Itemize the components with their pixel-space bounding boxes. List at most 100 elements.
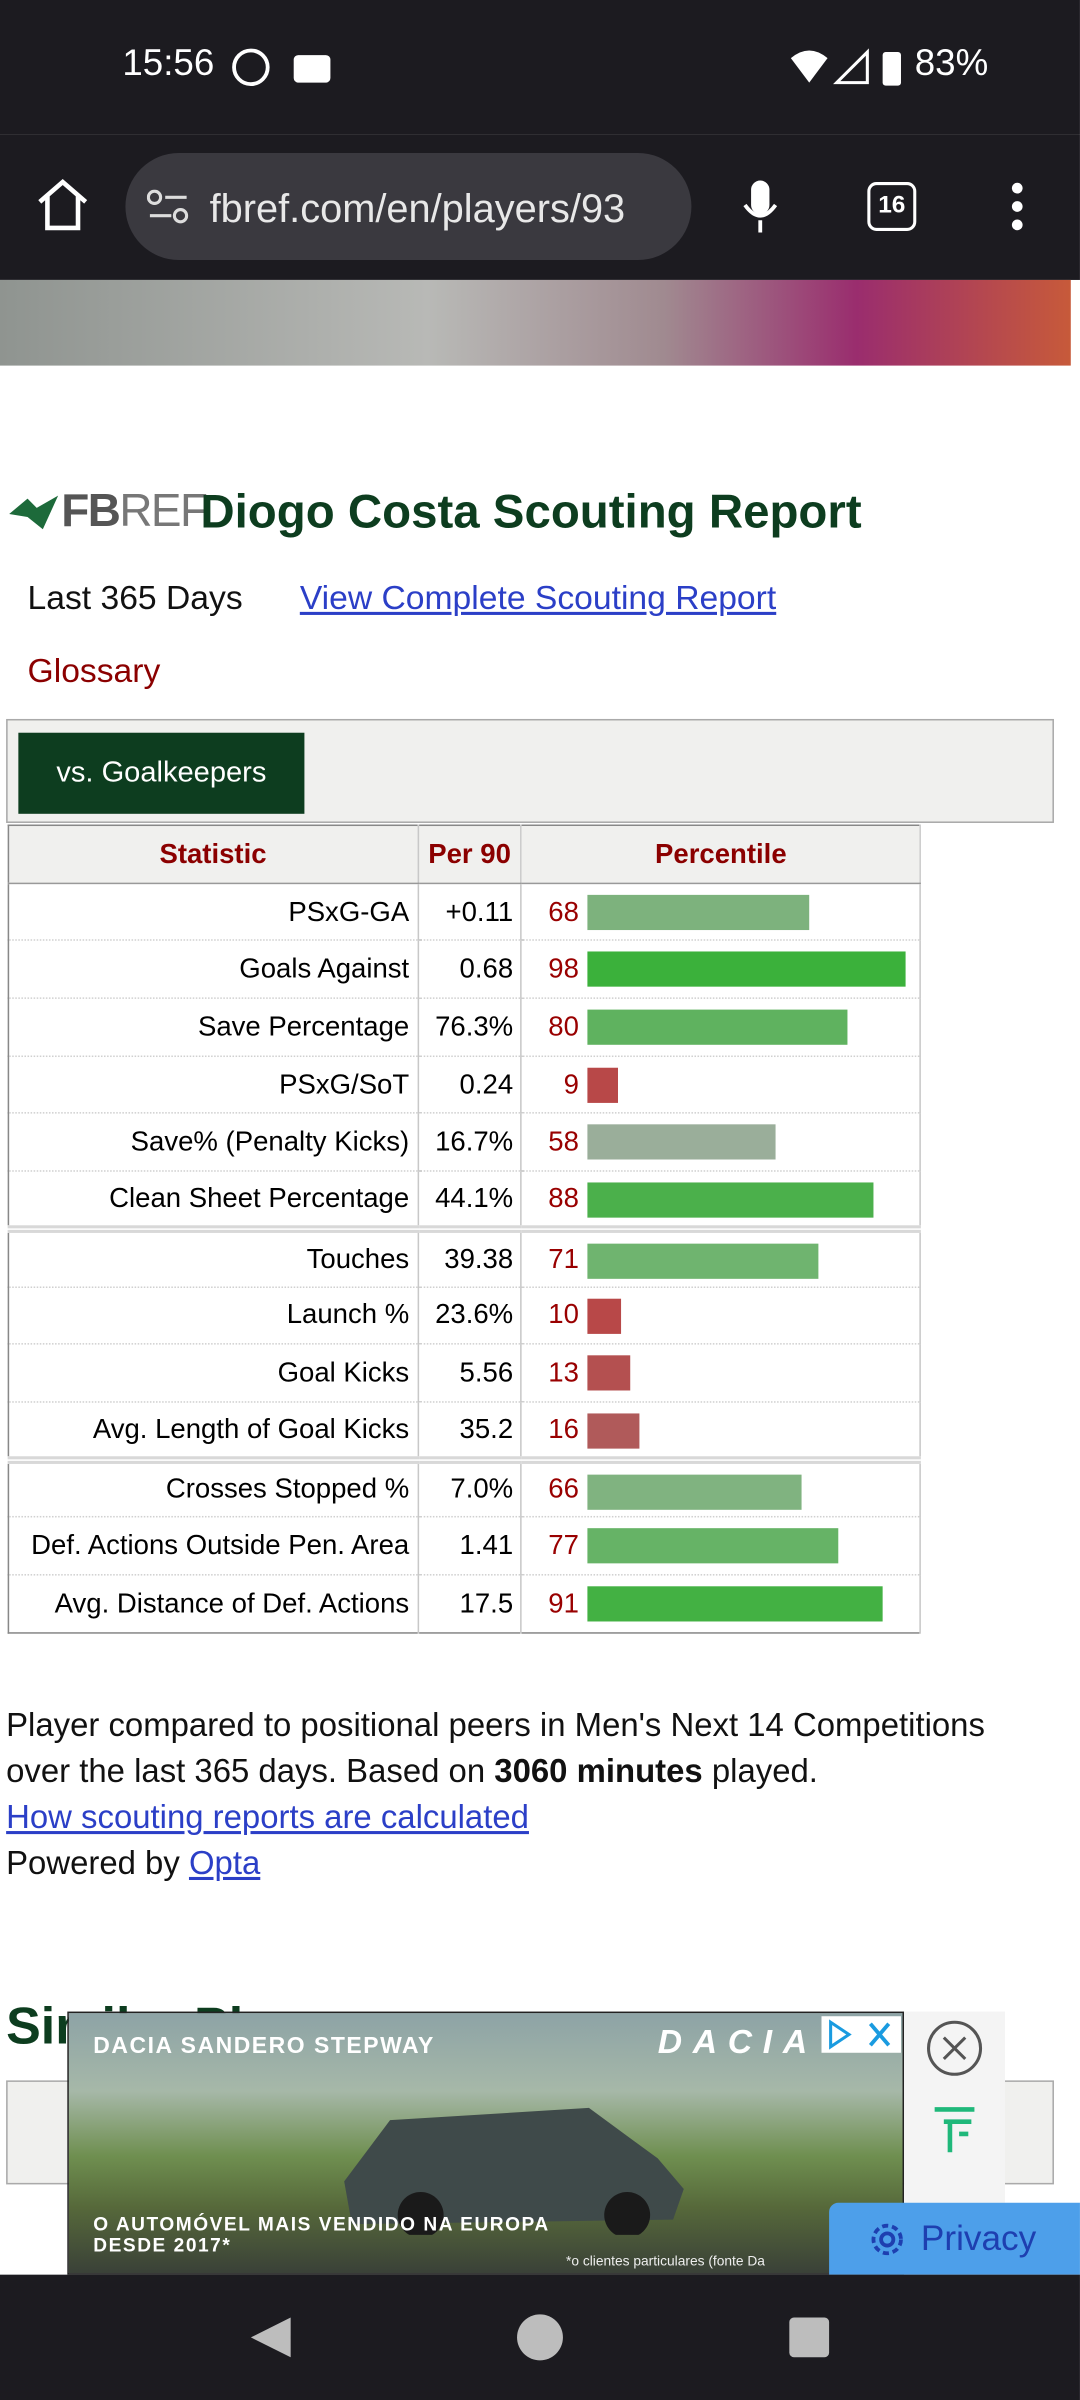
logo-icon [9, 495, 59, 530]
percentile-value: 88 [548, 1182, 579, 1214]
percentile-value: 68 [548, 895, 579, 927]
signal-icons [790, 48, 901, 86]
stat-name: Save Percentage [8, 998, 419, 1057]
page-title: Diogo Costa Scouting Report [200, 484, 862, 539]
percentile-bar [588, 1528, 838, 1564]
home-button[interactable] [34, 177, 92, 232]
stat-name: Crosses Stopped % [8, 1455, 419, 1518]
percentile-bar [588, 1586, 884, 1622]
stat-name: Avg. Length of Goal Kicks [8, 1401, 419, 1461]
per90-value: 0.68 [417, 940, 523, 999]
stat-row: Avg. Length of Goal Kicks 35.2 16 [8, 1401, 921, 1461]
ad-tagline: O AUTOMÓVEL MAIS VENDIDO NA EUROPA DESDE… [93, 2213, 550, 2257]
stat-name: PSxG/SoT [8, 1055, 419, 1115]
url-field[interactable]: fbref.com/en/players/93 [125, 152, 692, 261]
per90-value: 23.6% [417, 1286, 523, 1345]
url-text: fbref.com/en/players/93 [209, 185, 626, 231]
status-bar: 15:56 83% [0, 0, 1080, 135]
percentile-cell: 9 [521, 1055, 921, 1115]
powered-by: Powered by [6, 1844, 180, 1882]
per90-value: 17.5 [417, 1574, 523, 1634]
tab-switcher[interactable]: 16 [867, 182, 917, 231]
percentile-value: 66 [548, 1473, 579, 1505]
clock: 15:56 [122, 42, 215, 85]
stat-row: Goals Against 0.68 98 [8, 940, 921, 999]
stat-row: PSxG/SoT 0.24 9 [8, 1055, 921, 1115]
glossary-link[interactable]: Glossary [27, 651, 161, 690]
browser-toolbar: fbref.com/en/players/93 16 [0, 134, 1080, 280]
percentile-bar [588, 1067, 618, 1103]
stat-row: Save% (Penalty Kicks) 16.7% 58 [8, 1113, 921, 1172]
percentile-cell: 80 [521, 998, 921, 1057]
stat-row: Crosses Stopped % 7.0% 66 [8, 1455, 921, 1518]
percentile-bar [588, 1243, 819, 1279]
stat-name: Launch % [8, 1286, 419, 1345]
stat-row: Avg. Distance of Def. Actions 17.5 91 [8, 1574, 921, 1634]
percentile-cell: 91 [521, 1574, 921, 1634]
stat-name: Goals Against [8, 940, 419, 999]
percentile-cell: 66 [521, 1455, 921, 1518]
banner-ad[interactable] [0, 279, 1071, 366]
per90-value: 1.41 [417, 1517, 523, 1576]
minutes: 3060 minutes [494, 1753, 703, 1790]
percentile-cell: 13 [521, 1344, 921, 1403]
battery-level: 83% [914, 42, 989, 85]
stat-name: Touches [8, 1225, 419, 1288]
header-cell: Per 90 [417, 825, 523, 884]
period-label: Last 365 Days [27, 578, 243, 617]
percentile-cell: 58 [521, 1113, 921, 1172]
notification-icons [232, 48, 331, 87]
scouting-table: Statistic Per 90 Percentile PSxG-GA +0.11… [7, 824, 921, 1634]
percentile-bar [588, 1473, 803, 1510]
ad-footnote: *o clientes particulares (fonte Da [565, 2253, 765, 2269]
percentile-bar [588, 1355, 631, 1391]
percentile-bar [588, 1182, 874, 1218]
percentile-cell: 77 [521, 1517, 921, 1576]
nav-buttons[interactable] [245, 2311, 842, 2363]
method-link[interactable]: How scouting reports are calculated [6, 1798, 529, 1836]
stat-name: Clean Sheet Percentage [8, 1171, 419, 1230]
percentile-value: 13 [548, 1356, 579, 1388]
site-info-icon[interactable] [146, 189, 190, 227]
per90-value: 76.3% [417, 998, 523, 1057]
percentile-value: 98 [548, 953, 579, 984]
ad-choices[interactable] [821, 2016, 901, 2053]
stat-row: Touches 39.38 71 [8, 1225, 921, 1288]
stat-name: PSxG-GA [8, 882, 419, 942]
percentile-value: 10 [548, 1299, 579, 1330]
ad-logo [934, 2107, 975, 2153]
percentile-bar [588, 1009, 848, 1045]
ad-close[interactable] [924, 2018, 985, 2079]
percentile-bar [588, 1124, 777, 1161]
header-row: Statistic Per 90 Percentile [8, 825, 921, 884]
per90-value: 39.38 [417, 1225, 523, 1288]
stat-name: Avg. Distance of Def. Actions [8, 1574, 419, 1634]
per90-value: 16.7% [417, 1113, 523, 1172]
percentile-bar [588, 1413, 640, 1449]
tab-goalkeepers[interactable]: vs. Goalkeepers [18, 732, 305, 814]
stat-name: Save% (Penalty Kicks) [8, 1113, 419, 1172]
tab-bar: vs. Goalkeepers [6, 718, 1054, 823]
opta-link[interactable]: Opta [188, 1844, 261, 1882]
stat-row: Launch % 23.6% 10 [8, 1286, 921, 1345]
percentile-bar [588, 952, 906, 988]
percentile-cell: 68 [521, 882, 921, 942]
mic-button[interactable] [740, 177, 780, 235]
percentile-value: 9 [563, 1068, 579, 1100]
overlay-ad[interactable]: DACIA SANDERO STEPWAY DACIA O AUTOMÓVEL … [67, 2011, 905, 2275]
menu-button[interactable] [1007, 181, 1028, 233]
complete-report-link[interactable]: View Complete Scouting Report [299, 578, 777, 617]
percentile-cell: 16 [521, 1401, 921, 1461]
percentile-value: 91 [548, 1587, 579, 1619]
per90-value: 5.56 [417, 1344, 523, 1403]
navigation-bar [0, 2274, 1080, 2400]
privacy-label: Privacy [920, 2218, 1037, 2258]
percentile-cell: 71 [521, 1225, 921, 1288]
per90-value: 0.24 [417, 1055, 523, 1115]
stat-row: Def. Actions Outside Pen. Area 1.41 77 [8, 1517, 921, 1576]
privacy-button[interactable]: Privacy [829, 2202, 1080, 2275]
note-end: played. [711, 1753, 818, 1790]
percentile-value: 58 [548, 1126, 579, 1157]
note: Player compared to positional peers in M… [6, 1703, 1046, 1887]
